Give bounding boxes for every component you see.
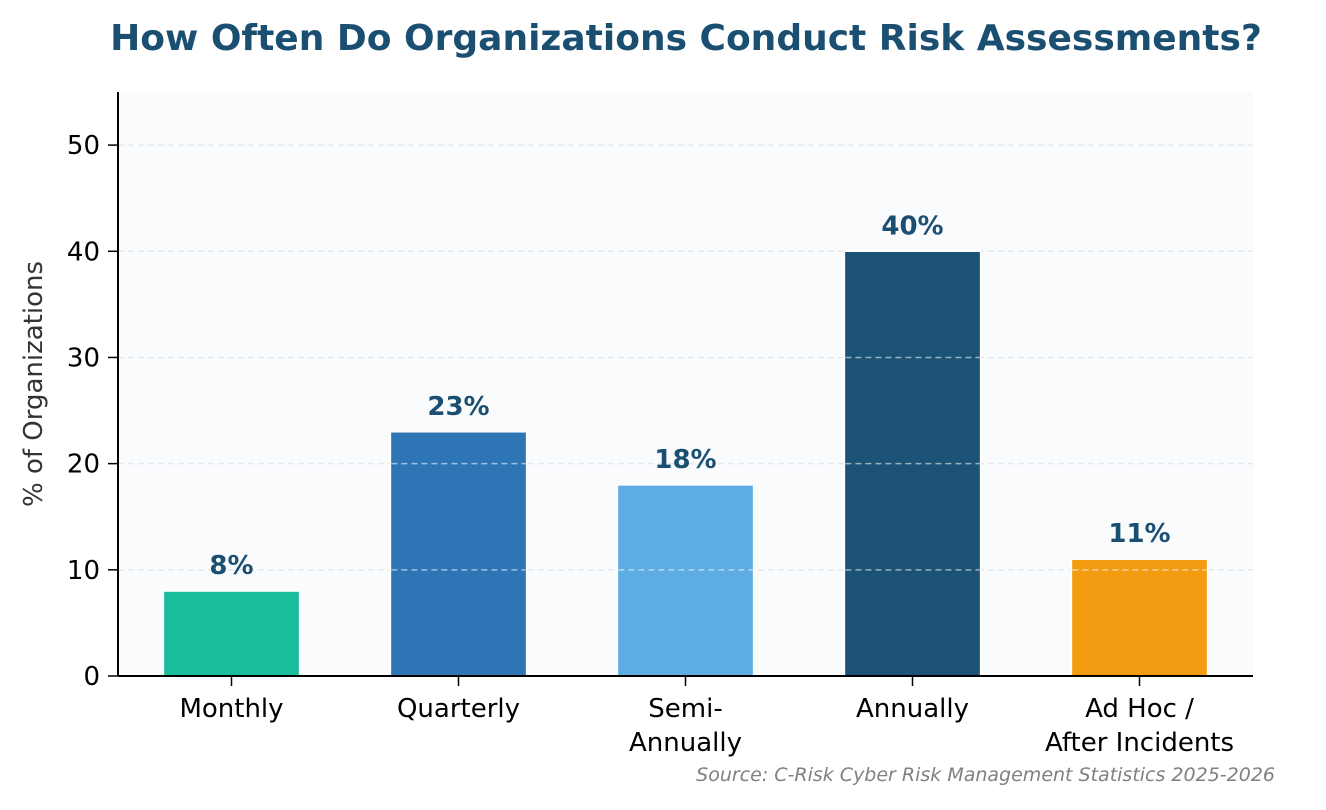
y-tick-label: 40 [67,237,100,267]
x-tick-label-1: Quarterly [397,694,520,724]
data-labels: 8% 23% 18% 40% 11% [209,211,1170,581]
bar-gridline-overlay [391,356,1207,571]
axes [108,92,1253,686]
bar-2 [616,484,755,677]
y-tick-label: 30 [67,343,100,373]
bar-1 [389,431,528,677]
data-label-0: 8% [209,551,253,581]
y-tick-label: 0 [83,662,100,692]
x-tick-label-0: Monthly [179,694,283,724]
x-tick-label-4: Ad Hoc / After Incidents [1045,694,1234,758]
bar-4 [1070,558,1209,677]
y-tick-labels: 0 10 20 30 40 50 [67,131,100,692]
x-tick-labels: Monthly Quarterly Semi-Annually Annually Ad … [179,694,1234,758]
data-label-3: 40% [881,211,943,241]
x-tick-label-3: Annually [856,694,969,724]
gridlines [118,144,1253,571]
x-tick-label-2: Semi-Annually [629,694,742,758]
bar-0 [162,590,301,677]
data-label-1: 23% [427,392,489,422]
data-label-4: 11% [1108,519,1170,549]
source-note: Source: C-Risk Cyber Risk Management Sta… [696,764,1275,786]
y-tick-label: 20 [67,450,100,480]
y-axis-label: % of Organizations [19,261,49,507]
data-label-2: 18% [654,445,716,475]
y-tick-label: 50 [67,131,100,161]
chart-title: How Often Do Organizations Conduct Risk … [110,18,1262,59]
y-tick-label: 10 [67,556,100,586]
